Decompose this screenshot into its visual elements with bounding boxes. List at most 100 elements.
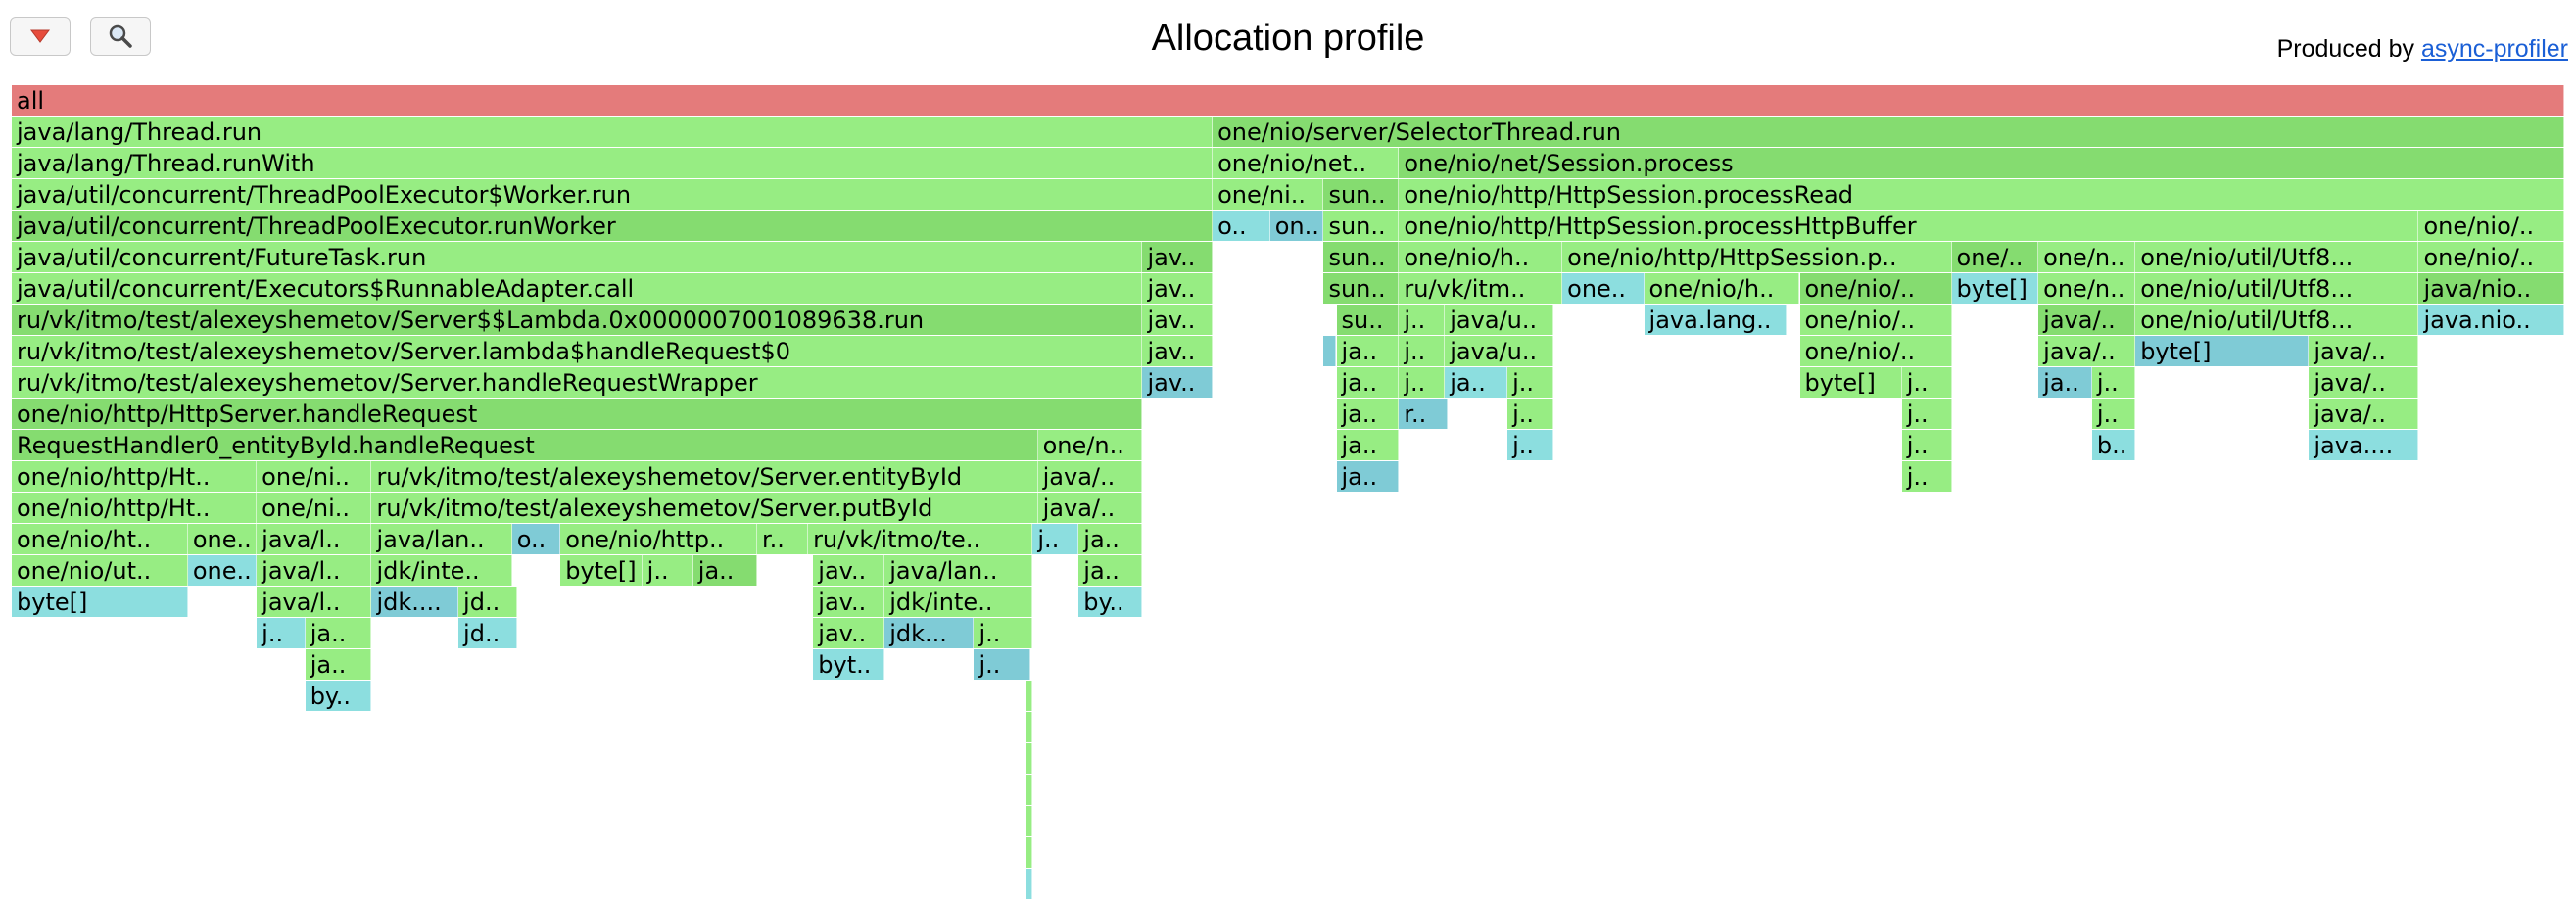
frame[interactable]: byte[]	[12, 587, 188, 617]
frame[interactable]: java/..	[1037, 493, 1143, 523]
frame[interactable]: jav..	[813, 587, 885, 617]
frame[interactable]: o..	[511, 524, 561, 554]
frame[interactable]: j..	[1507, 430, 1554, 460]
frame[interactable]	[1025, 775, 1033, 805]
frame[interactable]: one/n..	[1037, 430, 1143, 460]
frame[interactable]: j..	[1399, 367, 1446, 398]
frame[interactable]: java/lang/Thread.runWith	[12, 148, 1214, 178]
frame[interactable]: byte[]	[1799, 367, 1902, 398]
frame[interactable]: jdk/inte..	[371, 555, 512, 586]
frame[interactable]: one..	[1562, 273, 1645, 304]
frame[interactable]: one..	[187, 524, 258, 554]
frame[interactable]: jdk...	[884, 618, 975, 648]
frame[interactable]: java.lang..	[1644, 305, 1788, 335]
frame[interactable]: jav..	[813, 618, 885, 648]
frame[interactable]: one/nio/http/Ht..	[12, 493, 258, 523]
frame[interactable]: jav..	[1142, 305, 1214, 335]
frame[interactable]: byte[]	[560, 555, 643, 586]
frame[interactable]: java/lan..	[884, 555, 1033, 586]
frame[interactable]: ru/vk/itmo/test/alexeyshemetov/Server$$L…	[12, 305, 1143, 335]
frame[interactable]: java/util/concurrent/Executors$RunnableA…	[12, 273, 1143, 304]
frame[interactable]: r..	[756, 524, 809, 554]
frame[interactable]: jdk....	[371, 587, 459, 617]
frame[interactable]: java/l..	[257, 587, 372, 617]
frame[interactable]: java/..	[1037, 461, 1143, 492]
frame[interactable]: ja..	[1336, 399, 1400, 429]
frame[interactable]: ja..	[1078, 524, 1143, 554]
frame[interactable]: one/nio/util/Utf8...	[2135, 305, 2419, 335]
frame[interactable]: byt..	[813, 649, 885, 680]
frame[interactable]: j..	[1901, 367, 1952, 398]
frame[interactable]	[1025, 837, 1033, 868]
frame[interactable]: byte[]	[2135, 336, 2310, 366]
frame[interactable]: java.nio..	[2418, 305, 2564, 335]
frame[interactable]: one/ni..	[257, 461, 372, 492]
frame[interactable]: j..	[1507, 399, 1554, 429]
frame[interactable]: one/nio/ut..	[12, 555, 188, 586]
frame[interactable]: one/ni..	[257, 493, 372, 523]
frame[interactable]: one/nio/util/Utf8...	[2135, 242, 2419, 272]
frame[interactable]: j..	[1399, 336, 1446, 366]
frame[interactable]: ja..	[1336, 430, 1400, 460]
frame[interactable]: java/l..	[257, 555, 372, 586]
frame[interactable]: one/nio/http/HttpSession.processRead	[1399, 179, 2564, 210]
frame[interactable]: b..	[2091, 430, 2136, 460]
frame[interactable]: one/ni..	[1213, 179, 1324, 210]
frame[interactable]: sun..	[1323, 211, 1400, 241]
frame[interactable]	[1025, 869, 1033, 899]
frame[interactable]: java/lan..	[371, 524, 512, 554]
frame[interactable]: one/nio/http/Ht..	[12, 461, 258, 492]
frame[interactable]: java/..	[2038, 336, 2136, 366]
frame[interactable]: j..	[2091, 399, 2136, 429]
frame[interactable]: java/..	[2309, 399, 2419, 429]
frame[interactable]: one/nio/..	[1799, 305, 1952, 335]
frame[interactable]: ja..	[692, 555, 757, 586]
frame[interactable]: j..	[1901, 399, 1952, 429]
frame[interactable]: one/nio/..	[2418, 211, 2564, 241]
frame[interactable]: j..	[642, 555, 693, 586]
frame[interactable]: ru/vk/itmo/te..	[808, 524, 1033, 554]
frame[interactable]: ru/vk/itmo/test/alexeyshemetov/Server.en…	[371, 461, 1038, 492]
frame[interactable]: ja..	[1445, 367, 1508, 398]
frame[interactable]: jav..	[1142, 367, 1214, 398]
frame[interactable]	[1025, 712, 1033, 742]
frame[interactable]: j..	[1032, 524, 1079, 554]
search-button[interactable]	[90, 17, 151, 56]
frame[interactable]: j..	[974, 649, 1030, 680]
frame[interactable]: one/nio/..	[1799, 336, 1952, 366]
frame[interactable]: java/lang/Thread.run	[12, 117, 1214, 147]
frame[interactable]: jav..	[1142, 336, 1214, 366]
frame[interactable]: on..	[1269, 211, 1324, 241]
frame[interactable]: jav..	[1142, 273, 1214, 304]
frame[interactable]: j..	[1399, 305, 1446, 335]
frame[interactable]: RequestHandler0_entityById.handleRequest	[12, 430, 1038, 460]
frame[interactable]: ja..	[305, 618, 372, 648]
frame[interactable]: one/nio/http..	[560, 524, 757, 554]
frame[interactable]: one/nio/h..	[1644, 273, 1800, 304]
frame[interactable]: one/n..	[2038, 273, 2136, 304]
frame[interactable]: by..	[305, 681, 372, 711]
frame-root[interactable]: all	[12, 85, 2564, 116]
frame[interactable]: one/nio/net/Session.process	[1399, 148, 2564, 178]
frame[interactable]: ja..	[1336, 367, 1400, 398]
frame[interactable]: ja..	[1078, 555, 1143, 586]
frame[interactable]: ja..	[305, 649, 372, 680]
frame[interactable]: jd..	[458, 618, 517, 648]
frame[interactable]: ru/vk/itmo/test/alexeyshemetov/Server.la…	[12, 336, 1143, 366]
frame[interactable]: ru/vk/itm..	[1399, 273, 1563, 304]
frame[interactable]: one/nio/net..	[1213, 148, 1400, 178]
frame[interactable]: su..	[1336, 305, 1400, 335]
frame[interactable]: jdk/inte..	[884, 587, 1033, 617]
frame[interactable]: j..	[1901, 461, 1952, 492]
frame[interactable]: o..	[1213, 211, 1270, 241]
frame[interactable]: j..	[1901, 430, 1952, 460]
frame[interactable]: ja..	[1336, 336, 1400, 366]
frame[interactable]: java/..	[2309, 336, 2419, 366]
frame[interactable]: java....	[2309, 430, 2419, 460]
frame[interactable]	[1025, 681, 1033, 711]
frame[interactable]: java/util/concurrent/ThreadPoolExecutor$…	[12, 179, 1214, 210]
frame[interactable]: ru/vk/itmo/test/alexeyshemetov/Server.pu…	[371, 493, 1038, 523]
frame[interactable]: jav..	[1142, 242, 1214, 272]
frame[interactable]: j..	[1507, 367, 1554, 398]
frame[interactable]: j..	[2091, 367, 2136, 398]
